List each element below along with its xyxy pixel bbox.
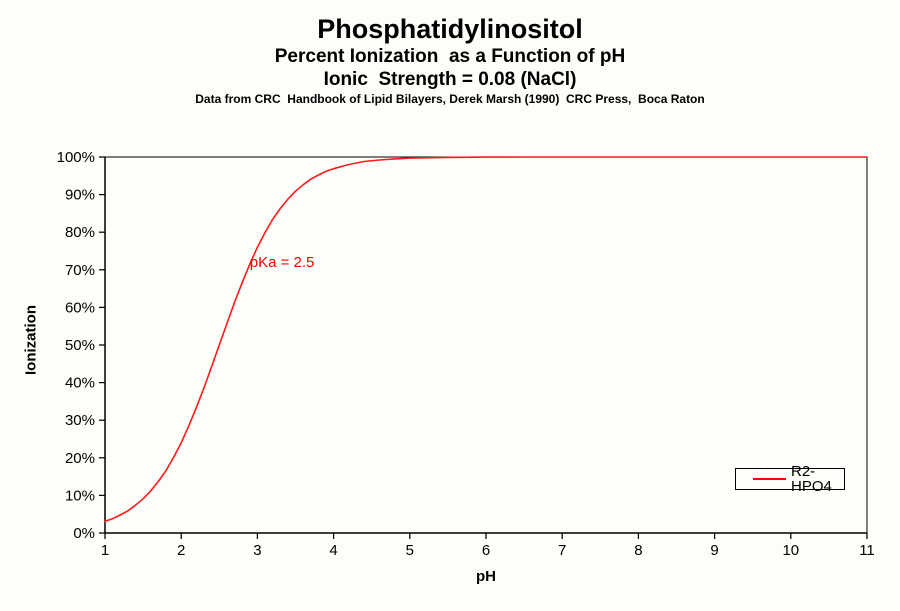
y-tick-label: 30% (65, 412, 95, 429)
x-tick-label: 1 (101, 542, 109, 559)
y-tick-label: 0% (73, 525, 95, 542)
chart-header: Phosphatidylinositol Percent Ionization … (0, 13, 900, 108)
x-tick-label: 5 (406, 542, 414, 559)
legend-series-label: R2-HPO4 (791, 463, 832, 495)
x-tick-label: 3 (253, 542, 261, 559)
legend-box: R2-HPO4 (735, 464, 845, 494)
chart-subtitle-2: Ionic Strength = 0.08 (NaCl) (323, 69, 577, 90)
chart-title: Phosphatidylinositol (317, 14, 583, 44)
y-tick-label: 80% (65, 224, 95, 241)
x-axis-title: pH (476, 568, 496, 585)
y-tick-label: 60% (65, 299, 95, 316)
pka-annotation: pKa = 2.5 (249, 254, 315, 272)
x-tick-label: 10 (782, 542, 799, 559)
x-tick-label: 9 (710, 542, 718, 559)
y-tick-label: 50% (65, 337, 95, 354)
x-tick-label: 8 (634, 542, 642, 559)
x-tick-label: 6 (482, 542, 490, 559)
y-tick-label: 20% (65, 450, 95, 467)
y-tick-label: 10% (65, 487, 95, 504)
y-tick-label: 70% (65, 262, 95, 279)
y-axis-title: Ionization (22, 305, 40, 375)
x-tick-label: 7 (558, 542, 566, 559)
ionization-curve (104, 156, 868, 523)
x-tick-label: 11 (859, 542, 875, 559)
x-tick-label: 2 (177, 542, 185, 559)
chart-subtitle-1: Percent Ionization as a Function of pH (274, 46, 626, 67)
y-tick-label: 90% (65, 187, 95, 204)
chart-source-note: Data from CRC Handbook of Lipid Bilayers… (195, 92, 705, 106)
y-tick-label: 40% (65, 375, 95, 392)
x-tick-label: 4 (329, 542, 337, 559)
y-tick-label: 100% (57, 149, 95, 166)
legend-series-line-icon (753, 478, 786, 480)
